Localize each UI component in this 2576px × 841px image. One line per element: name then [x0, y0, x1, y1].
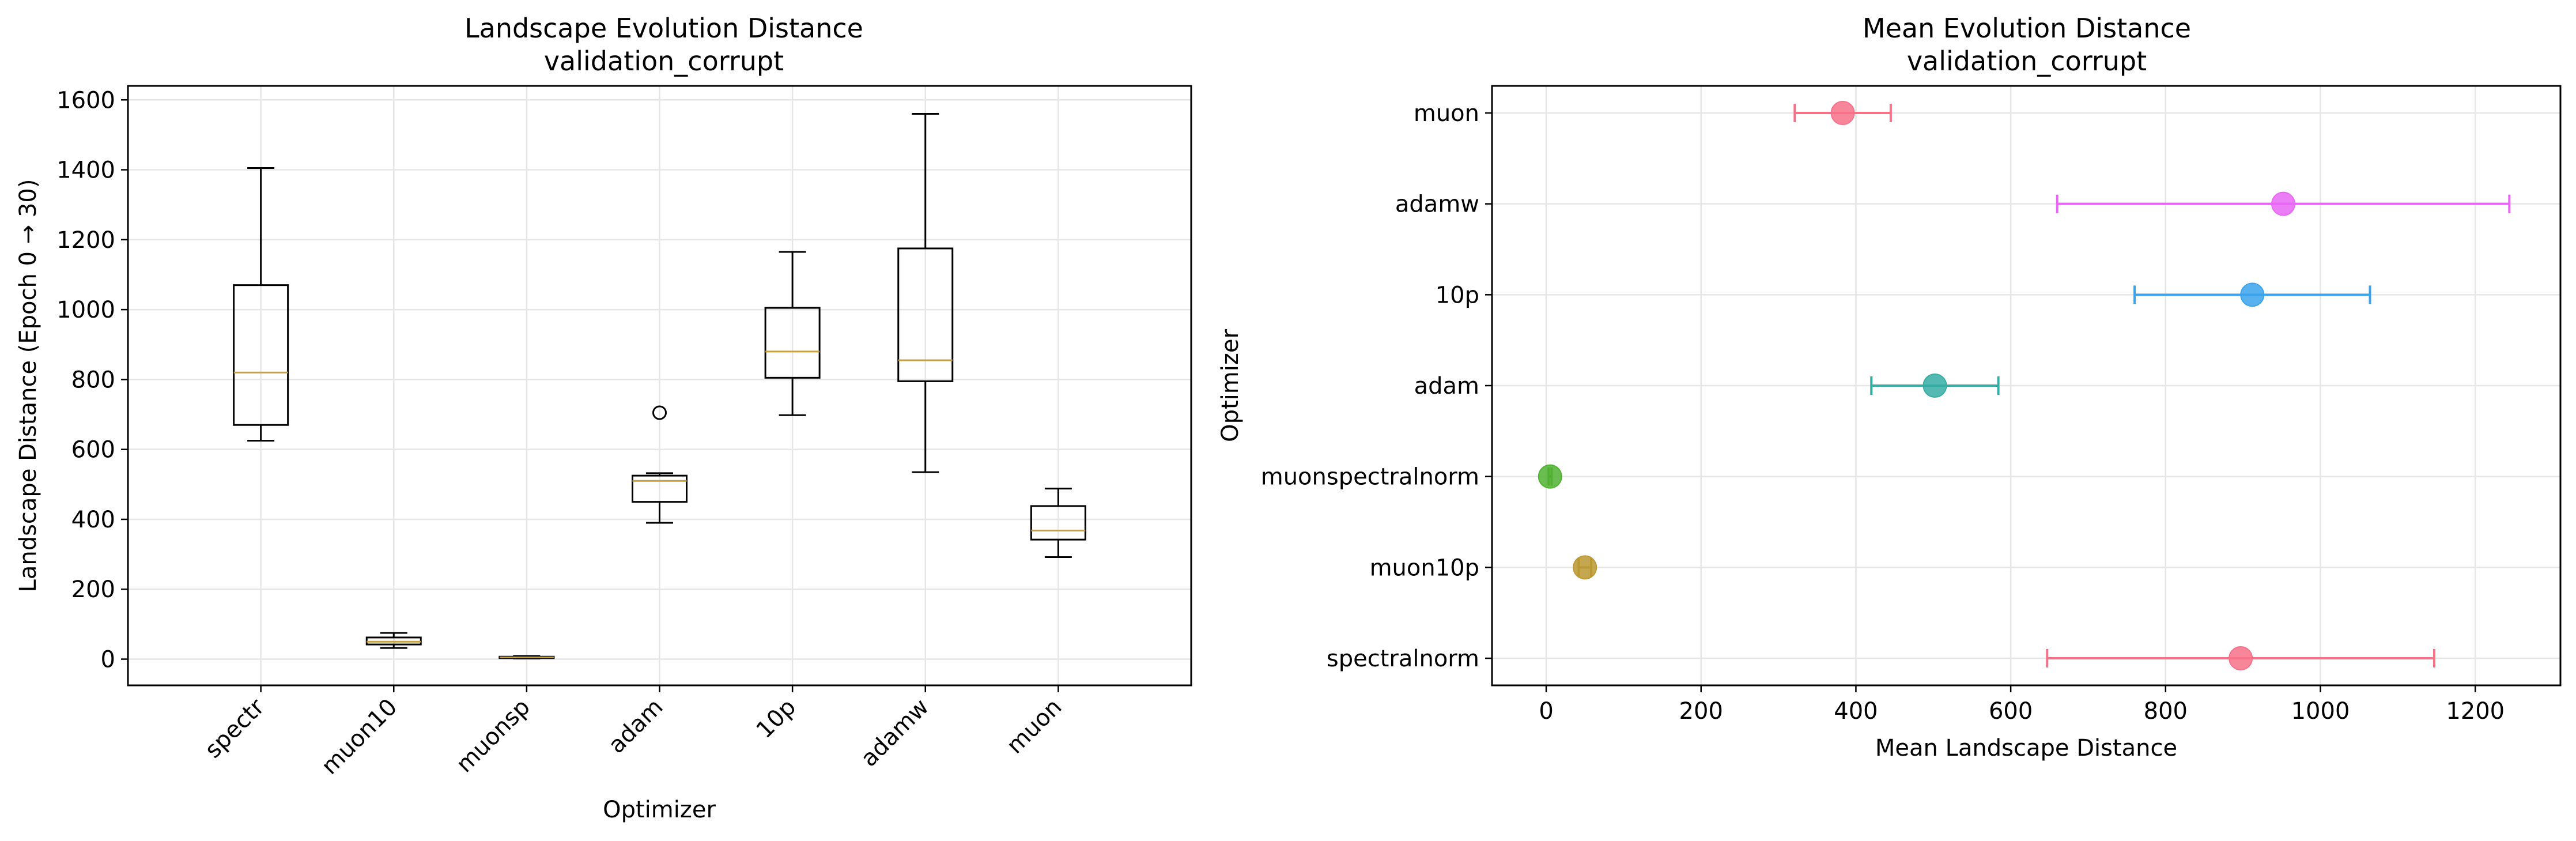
- left-plot-frame: [127, 85, 1192, 687]
- right-chart-title-line1: Mean Evolution Distance: [1863, 13, 2191, 44]
- x-tick-label: 10p: [751, 694, 801, 744]
- left-x-axis: spectr muon10 muonsp adam 10p adamw muon: [200, 685, 1067, 780]
- y-tick-label: 1400: [56, 157, 115, 184]
- y-tick-label: muonspectralnorm: [1261, 464, 1479, 491]
- y-tick-label: adamw: [1395, 191, 1479, 218]
- box: [1030, 505, 1086, 541]
- left-chart-title-line2: validation_corrupt: [544, 46, 784, 77]
- right-points: [1538, 101, 2511, 670]
- right-x-axis-label: Mean Landscape Distance: [1875, 735, 2177, 761]
- x-tick-label: 600: [1989, 698, 2033, 725]
- y-tick-label: 1600: [56, 87, 115, 114]
- y-tick-label: 200: [71, 576, 115, 603]
- box: [233, 284, 289, 426]
- x-tick-label: adam: [603, 694, 668, 759]
- point-muonspectralnorm: [1538, 464, 1562, 489]
- y-tick-label: muon10p: [1370, 555, 1479, 581]
- x-tick-label: 200: [1679, 698, 1723, 725]
- x-tick-label: 1000: [2291, 698, 2350, 725]
- x-tick-label: adamw: [856, 694, 934, 772]
- y-tick-label: spectralnorm: [1327, 646, 1479, 672]
- left-boxes: [233, 113, 1086, 659]
- x-tick-label: 0: [1539, 698, 1553, 725]
- box-plot-chart: Landscape Evolution Distance validation_…: [15, 13, 1192, 823]
- point-adamw: [2056, 191, 2511, 216]
- box-muon: [1030, 488, 1086, 558]
- x-tick-label: 1200: [2446, 698, 2505, 725]
- right-x-axis: 0 200 400 600 800 1000 1200: [1539, 685, 2505, 725]
- point-muon10p: [1573, 555, 1597, 580]
- point-10p: [2133, 282, 2371, 307]
- mean-point: [1830, 101, 1855, 125]
- box: [632, 474, 688, 503]
- box: [897, 247, 954, 382]
- x-tick-label: spectr: [200, 693, 270, 763]
- point-spectralnorm: [2046, 646, 2436, 670]
- box-muon10: [365, 632, 422, 649]
- left-y-axis: 0 200 400 600 800 1000 1200 1400 1600: [56, 87, 128, 673]
- left-x-axis-label: Optimizer: [603, 797, 716, 823]
- x-tick-label: muon: [1002, 694, 1067, 759]
- x-tick-label: muonsp: [451, 694, 535, 778]
- y-tick-label: 600: [71, 437, 115, 463]
- right-y-axis: spectralnorm muon10p muonspectralnorm adam 1…: [1261, 100, 1492, 672]
- y-tick-label: 800: [71, 367, 115, 393]
- right-y-axis-label: Optimizer: [1217, 329, 1244, 442]
- y-tick-label: 1200: [56, 227, 115, 254]
- y-tick-label: 0: [101, 647, 115, 673]
- y-tick-label: muon: [1414, 100, 1479, 127]
- left-y-axis-label: Landscape Distance (Epoch 0 → 30): [15, 179, 41, 593]
- y-tick-label: 1000: [56, 297, 115, 323]
- box: [764, 307, 821, 379]
- box-adam: [632, 405, 688, 524]
- y-tick-label: 400: [71, 507, 115, 533]
- x-tick-label: muon10: [316, 694, 402, 780]
- box-spectr: [233, 167, 289, 442]
- point-muon: [1793, 101, 1892, 125]
- right-chart-title-line2: validation_corrupt: [1907, 46, 2147, 77]
- x-tick-label: 800: [2144, 698, 2188, 725]
- mean-point: [2228, 646, 2253, 670]
- mean-point: [1922, 374, 1947, 398]
- outlier-point: [652, 405, 667, 420]
- y-tick-label: adam: [1414, 373, 1479, 399]
- box-10p: [764, 251, 821, 416]
- box-muonsp: [498, 655, 555, 659]
- right-plot-frame: [1491, 85, 2562, 687]
- box-adamw: [897, 113, 954, 473]
- y-tick-label: 10p: [1436, 282, 1479, 308]
- right-grid: [1492, 86, 2560, 685]
- x-tick-label: 400: [1834, 698, 1878, 725]
- left-chart-title-line1: Landscape Evolution Distance: [464, 13, 863, 44]
- mean-point: [1573, 555, 1597, 580]
- point-adam: [1870, 374, 2000, 398]
- mean-point: [1538, 464, 1562, 489]
- error-bar-chart: Mean Evolution Distance validation_corru…: [1217, 13, 2562, 761]
- mean-point: [2240, 282, 2265, 307]
- mean-point: [2271, 191, 2296, 216]
